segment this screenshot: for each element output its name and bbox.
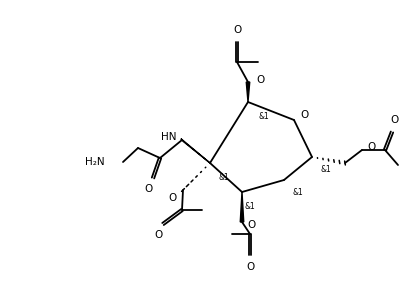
Text: &1: &1	[244, 202, 255, 211]
Text: &1: &1	[258, 112, 269, 121]
Text: O: O	[169, 193, 177, 203]
Text: O: O	[233, 25, 241, 35]
Polygon shape	[181, 139, 210, 163]
Text: O: O	[390, 115, 398, 125]
Text: &1: &1	[320, 165, 331, 174]
Text: O: O	[144, 184, 152, 194]
Text: O: O	[256, 75, 264, 85]
Text: O: O	[247, 220, 255, 230]
Polygon shape	[240, 192, 244, 222]
Text: O: O	[246, 262, 254, 272]
Text: H₂N: H₂N	[85, 157, 105, 167]
Text: HN: HN	[161, 132, 176, 142]
Polygon shape	[246, 82, 250, 102]
Text: O: O	[154, 230, 162, 240]
Text: O: O	[300, 110, 308, 120]
Text: &1: &1	[292, 188, 303, 197]
Text: &1: &1	[218, 173, 229, 182]
Text: O: O	[367, 142, 375, 152]
